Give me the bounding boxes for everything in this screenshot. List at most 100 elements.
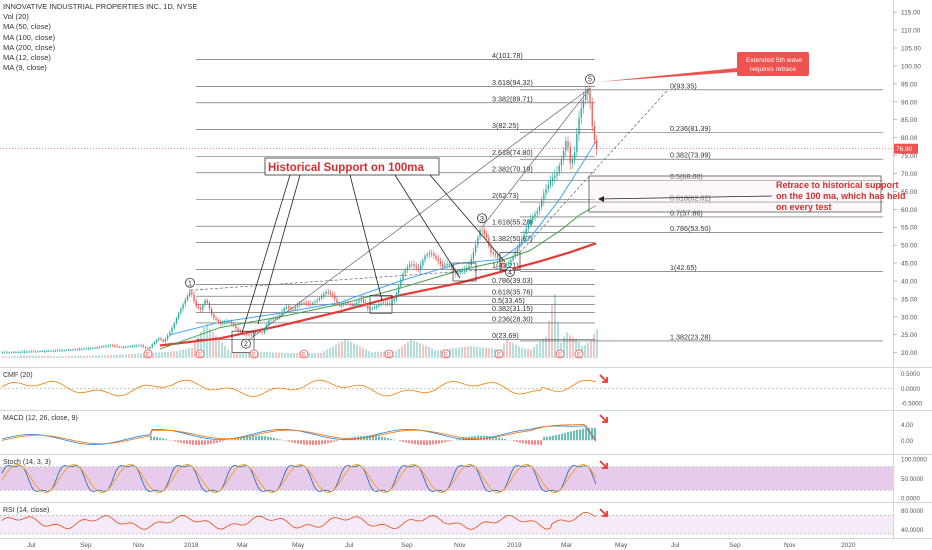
macd-histogram-bar: [222, 440, 224, 442]
volume-bar: [593, 333, 595, 358]
oscillator-band: [0, 515, 893, 534]
candle-body: [274, 317, 277, 319]
macd-histogram-bar: [186, 440, 188, 444]
candle-body: [61, 350, 63, 352]
fib2-level-label: 0.618(62.02): [670, 194, 711, 203]
volume-bar: [38, 355, 40, 358]
candle-body: [569, 147, 571, 164]
candle-body: [32, 351, 35, 353]
volume-bar: [89, 355, 91, 358]
down-arrow-icon: [599, 414, 608, 423]
candle-body: [164, 339, 167, 342]
candle-body: [516, 247, 519, 253]
macd-histogram-bar: [465, 437, 467, 441]
wave-label: 2: [241, 338, 251, 349]
indicator-ma-9[interactable]: MA (9, close): [3, 63, 47, 73]
price-axis-label: 20.00: [901, 350, 918, 357]
volume-bar: [161, 352, 163, 358]
volume-bar: [374, 351, 376, 358]
candle-body: [448, 263, 450, 265]
candle-body: [431, 253, 433, 254]
candle-body: [587, 89, 589, 95]
candle-body: [10, 352, 13, 354]
earnings-circle: [384, 349, 394, 359]
macd-histogram-bar: [405, 440, 407, 443]
candle-body: [486, 234, 488, 238]
volume-bar: [380, 351, 382, 358]
macd-histogram-bar: [195, 440, 197, 445]
candle-body: [354, 304, 356, 306]
volume-bar: [11, 356, 13, 358]
earnings-letter: E: [497, 353, 501, 359]
macd-histogram-bar: [243, 436, 245, 441]
macd-histogram-bar: [534, 440, 536, 445]
stoch-k-line: [1, 465, 597, 492]
macd-histogram-bar: [441, 440, 443, 444]
indicator-ma-12[interactable]: MA (12, close): [3, 53, 51, 63]
volume-bar: [239, 352, 241, 358]
indicator-ma-200[interactable]: MA (200, close): [3, 42, 56, 52]
candle-body: [349, 303, 351, 305]
candle-body: [101, 346, 103, 348]
volume-bar: [179, 350, 181, 358]
macd-histogram-bar: [414, 440, 416, 445]
fib2-level-label: 0.5(68.00): [670, 172, 703, 181]
volume-bar: [329, 348, 331, 358]
macd-histogram-bar: [162, 438, 164, 441]
candle-body: [541, 200, 543, 207]
volume-bar: [404, 344, 406, 358]
macd-histogram-bar: [438, 440, 440, 444]
macd-histogram-bar: [408, 440, 410, 444]
macd-histogram-bar: [207, 440, 209, 445]
price-axis-label: 65.00: [901, 189, 918, 196]
candle-body: [321, 295, 323, 299]
candle-body: [362, 299, 365, 303]
indicator-ma-100[interactable]: MA (100, close): [3, 32, 56, 42]
earnings-marker: E: [249, 349, 259, 359]
volume-bar: [113, 354, 115, 358]
fib-level-label: 0.382(31.15): [492, 304, 533, 313]
candle-body: [530, 220, 532, 224]
candle-body: [142, 345, 145, 347]
candle-body: [41, 351, 43, 352]
volume-bar: [422, 344, 424, 358]
wave-label-circle: [185, 277, 195, 288]
volume-bar: [71, 356, 73, 358]
candle-body: [180, 308, 182, 314]
volume-bar: [41, 355, 43, 358]
price-axis-label: 25.00: [901, 332, 918, 339]
candle-body: [453, 267, 455, 271]
annotation-box-red: [737, 52, 809, 76]
projection-line: [519, 89, 669, 253]
volume-bar: [125, 354, 127, 358]
volume-bar: [203, 327, 205, 358]
volume-bar: [236, 352, 238, 358]
candle-body: [15, 352, 17, 353]
candle-body: [299, 303, 301, 306]
annotation-retrace-text: Retrace to historical support: [776, 180, 899, 190]
candle-body: [186, 295, 189, 300]
macd-histogram-bar: [522, 440, 524, 444]
macd-histogram-bar: [582, 428, 584, 441]
candle-body: [81, 348, 83, 350]
candle-body: [173, 323, 175, 329]
time-axis-label: 2020: [841, 542, 856, 549]
macd-histogram-bar: [447, 440, 449, 442]
candle-body: [292, 308, 294, 310]
macd-histogram-bar: [501, 438, 503, 441]
candle-body: [358, 300, 360, 303]
volume-bar: [350, 341, 352, 358]
indicator-ma-50[interactable]: MA (50, close): [3, 22, 51, 32]
macd-histogram-bar: [336, 440, 338, 442]
volume-bar: [536, 344, 538, 358]
macd-histogram-bar: [267, 436, 269, 441]
macd-histogram-bar: [159, 437, 161, 441]
indicator-vol[interactable]: Vol (20): [3, 12, 29, 22]
candle-body: [536, 210, 538, 214]
candle-body: [505, 264, 508, 266]
macd-histogram-bar: [432, 440, 434, 445]
candle-body: [417, 268, 420, 271]
wave-label: 5: [585, 74, 595, 85]
volume-bar: [212, 332, 214, 358]
